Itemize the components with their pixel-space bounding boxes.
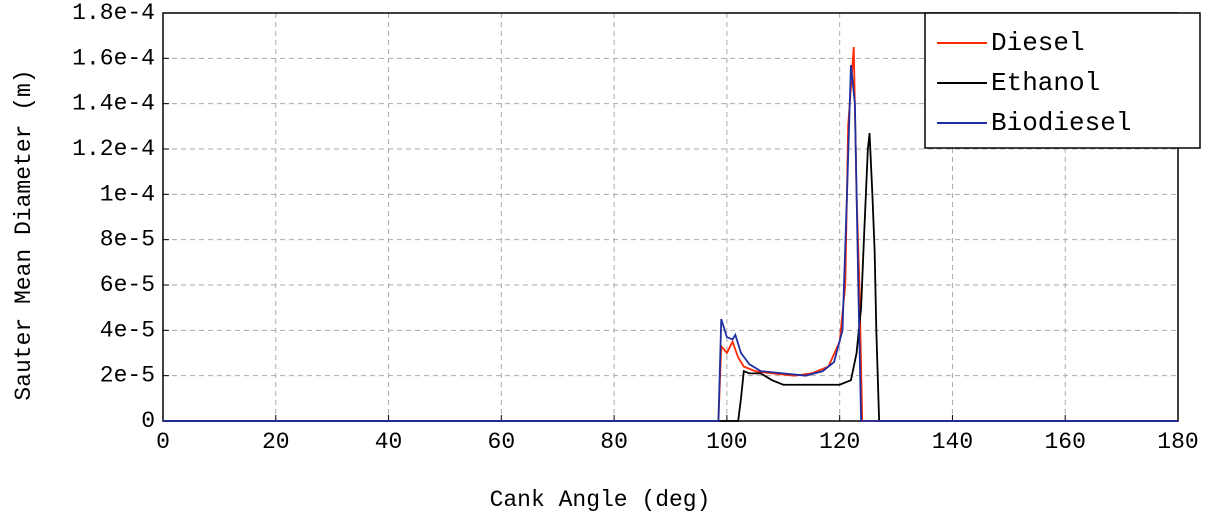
y-tick-label: 2e-5 — [100, 363, 155, 389]
x-tick-label: 140 — [932, 429, 973, 455]
y-axis-label: Sauter Mean Diameter (m) — [11, 69, 37, 400]
legend-label: Ethanol — [991, 68, 1100, 98]
x-tick-label: 0 — [156, 429, 170, 455]
x-tick-label: 20 — [262, 429, 290, 455]
y-tick-label: 1.4e-4 — [72, 91, 155, 117]
y-tick-label: 1.6e-4 — [72, 45, 155, 71]
legend-label: Diesel — [991, 28, 1085, 58]
x-tick-label: 60 — [488, 429, 516, 455]
x-tick-label: 180 — [1157, 429, 1198, 455]
y-tick-label: 4e-5 — [100, 317, 155, 343]
legend-label: Biodiesel — [991, 108, 1131, 138]
legend-box — [924, 12, 1201, 149]
x-tick-label: 80 — [600, 429, 628, 455]
series-line — [163, 65, 1178, 422]
x-tick-label: 120 — [819, 429, 860, 455]
x-tick-label: 100 — [706, 429, 747, 455]
x-axis-label: Cank Angle (deg) — [490, 487, 711, 513]
y-tick-label: 8e-5 — [100, 227, 155, 253]
y-tick-label: 1.8e-4 — [72, 0, 155, 26]
series-line — [163, 133, 1178, 422]
x-tick-label: 40 — [375, 429, 403, 455]
x-tick-label: 160 — [1045, 429, 1086, 455]
y-tick-label: 1e-4 — [100, 181, 155, 207]
y-tick-label: 1.2e-4 — [72, 136, 155, 162]
y-tick-label: 0 — [141, 408, 155, 434]
y-tick-label: 6e-5 — [100, 272, 155, 298]
